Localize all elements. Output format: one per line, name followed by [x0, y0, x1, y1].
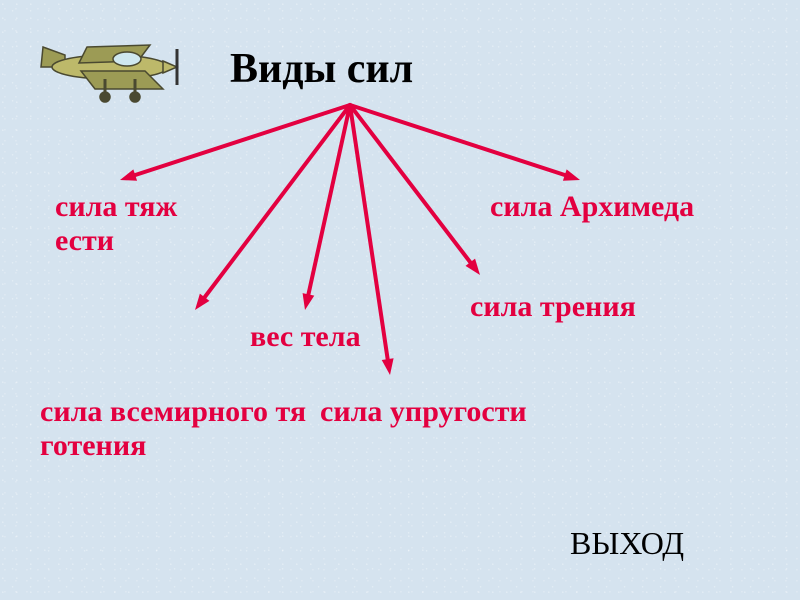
label-archimedes: сила Архимеда	[490, 190, 694, 224]
diagram-title: Виды сил	[230, 45, 413, 93]
airplane-icon	[35, 25, 185, 105]
exit-link[interactable]: ВЫХОД	[570, 525, 684, 562]
arrow-line-gravity	[128, 105, 350, 178]
arrow-head-weight	[303, 293, 315, 310]
arrow-head-elasticity	[382, 358, 394, 375]
label-friction: сила трения	[470, 290, 636, 324]
arrow-head-archimedes	[563, 169, 580, 180]
label-universal: сила всемирного тя готения	[40, 395, 306, 463]
arrow-line-friction	[350, 105, 475, 269]
arrow-line-universal	[200, 105, 350, 304]
arrow-head-gravity	[120, 169, 137, 180]
arrow-line-weight	[307, 105, 350, 302]
label-gravity: сила тяж ести	[55, 190, 177, 258]
label-elasticity: сила упругости	[320, 395, 527, 429]
airplane-svg	[35, 25, 185, 105]
arrow-head-friction	[466, 259, 480, 275]
arrow-head-universal	[195, 294, 209, 310]
label-weight: вес тела	[250, 320, 361, 354]
arrow-line-archimedes	[350, 105, 572, 178]
